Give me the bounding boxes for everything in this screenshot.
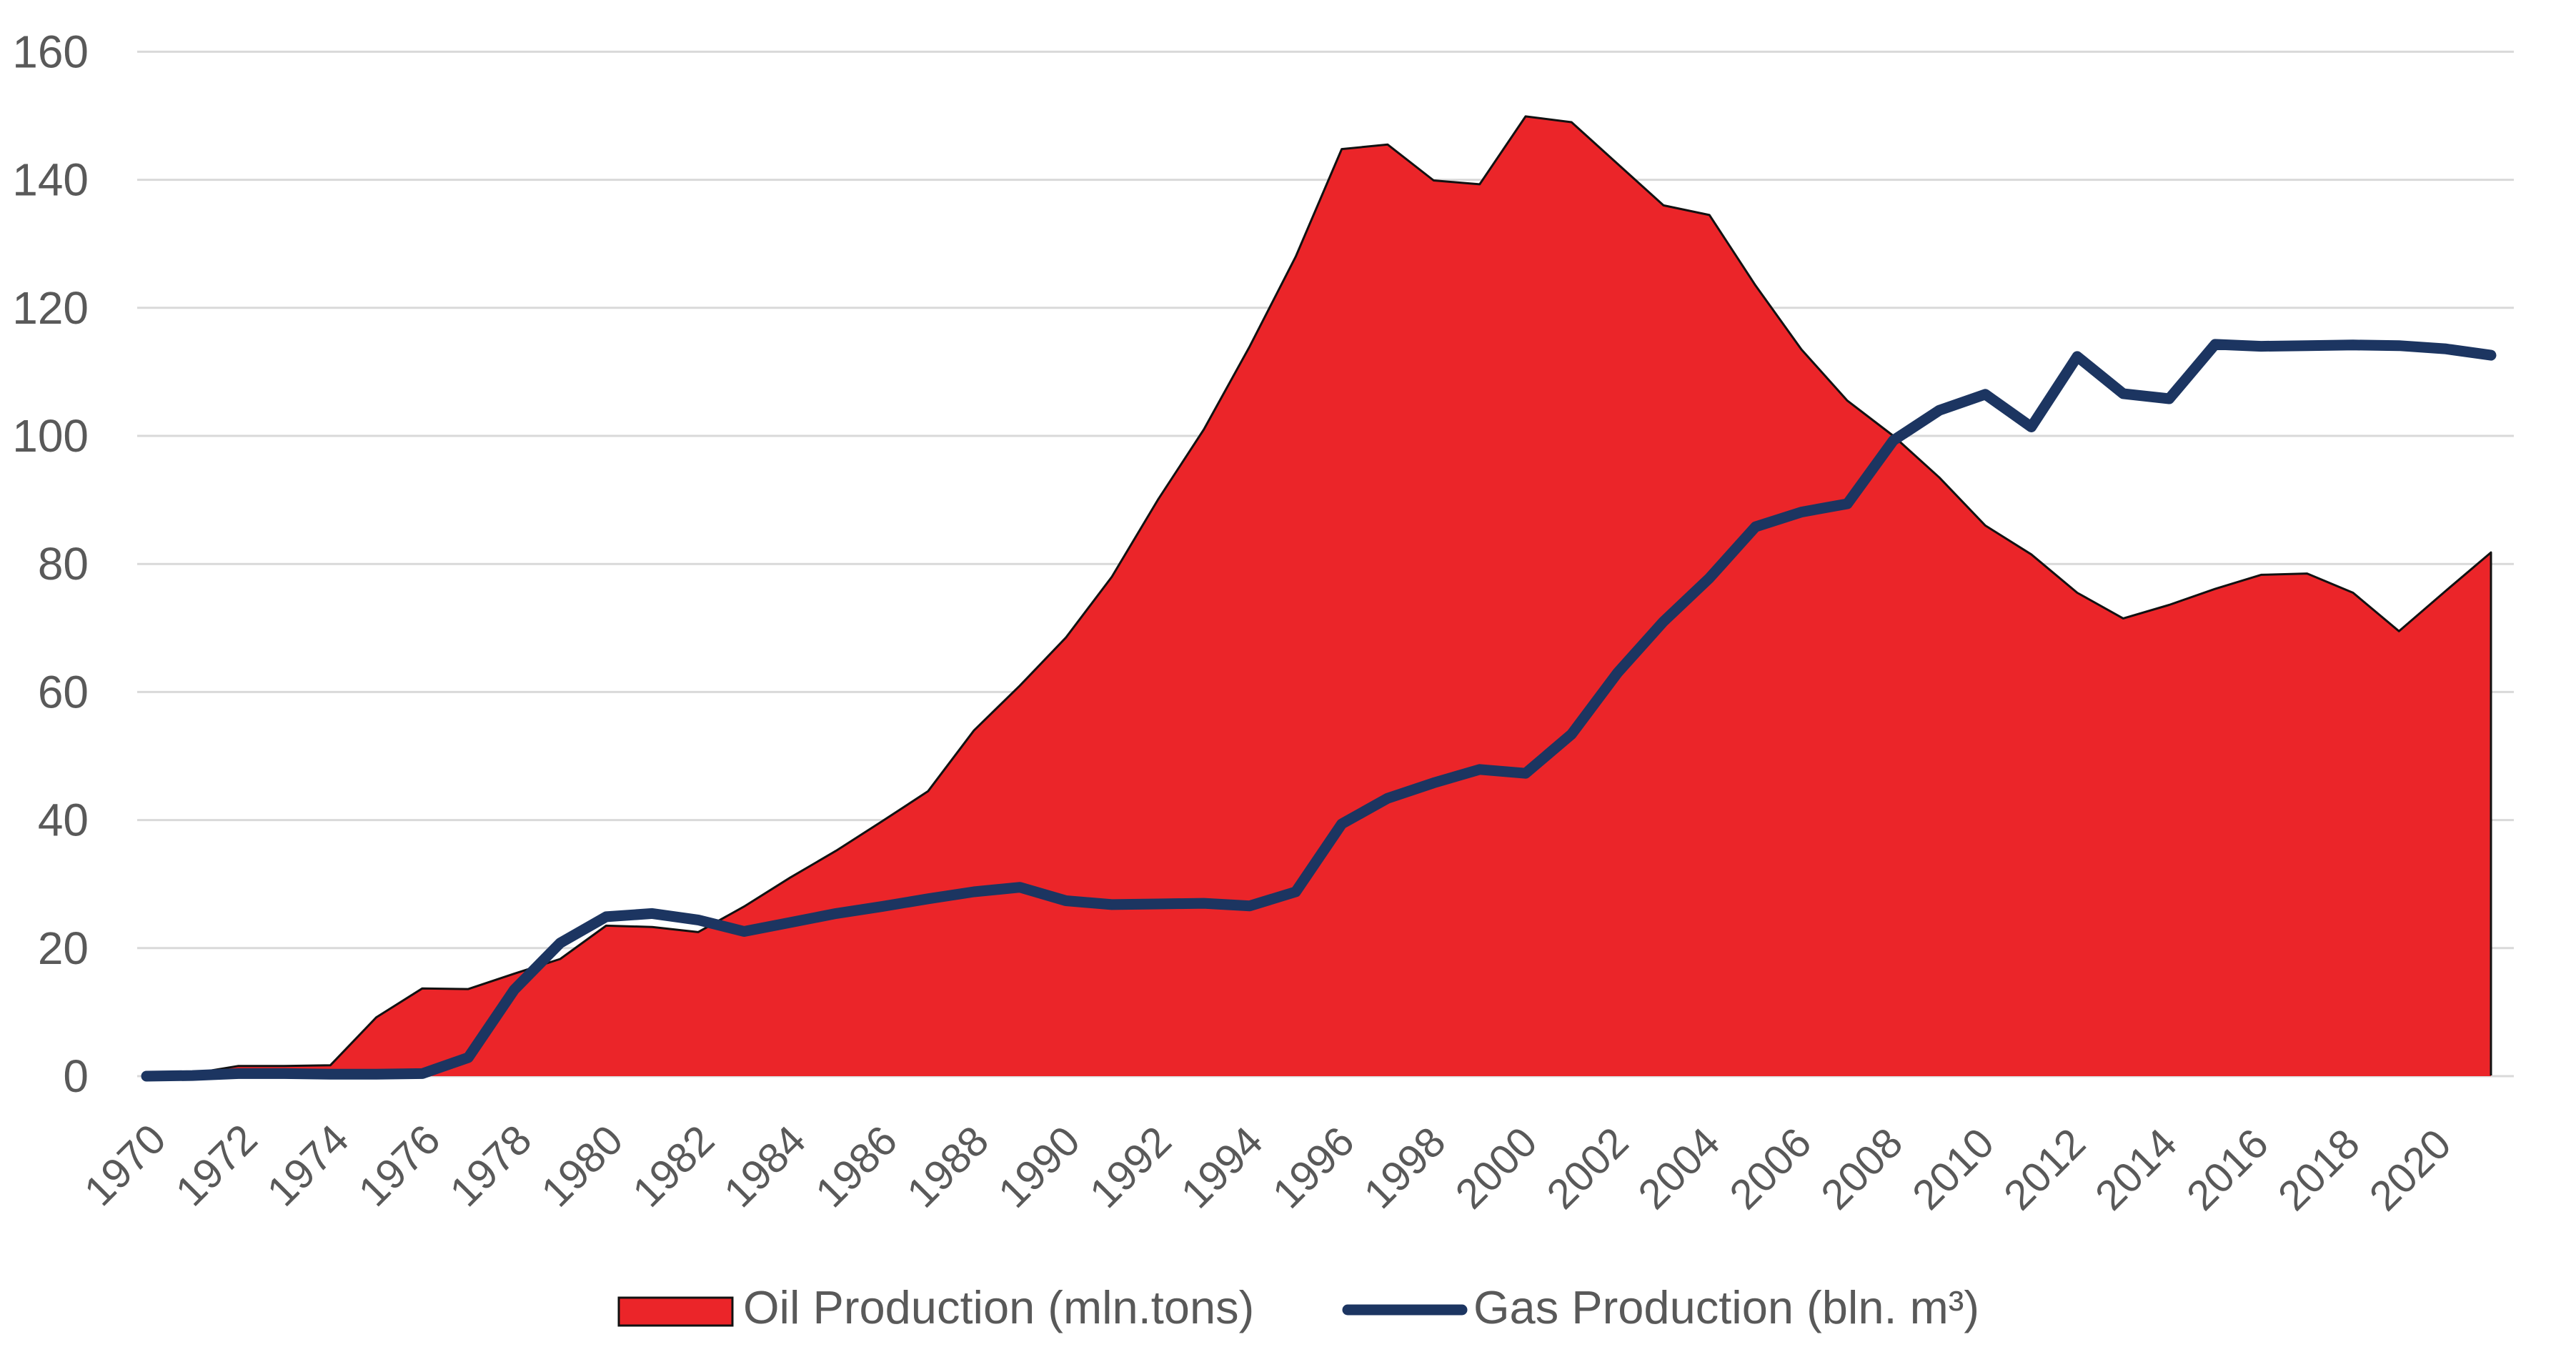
svg-text:0: 0 [63, 1050, 89, 1102]
svg-text:100: 100 [12, 410, 89, 462]
svg-text:20: 20 [38, 923, 89, 974]
svg-text:Gas Production (bln. m³): Gas Production (bln. m³) [1473, 1281, 1979, 1333]
svg-text:140: 140 [12, 154, 89, 206]
svg-text:Oil Production (mln.tons): Oil Production (mln.tons) [743, 1281, 1254, 1333]
svg-text:120: 120 [12, 282, 89, 334]
svg-text:60: 60 [38, 666, 89, 717]
svg-text:40: 40 [38, 795, 89, 846]
svg-text:80: 80 [38, 538, 89, 590]
svg-text:160: 160 [12, 26, 89, 77]
